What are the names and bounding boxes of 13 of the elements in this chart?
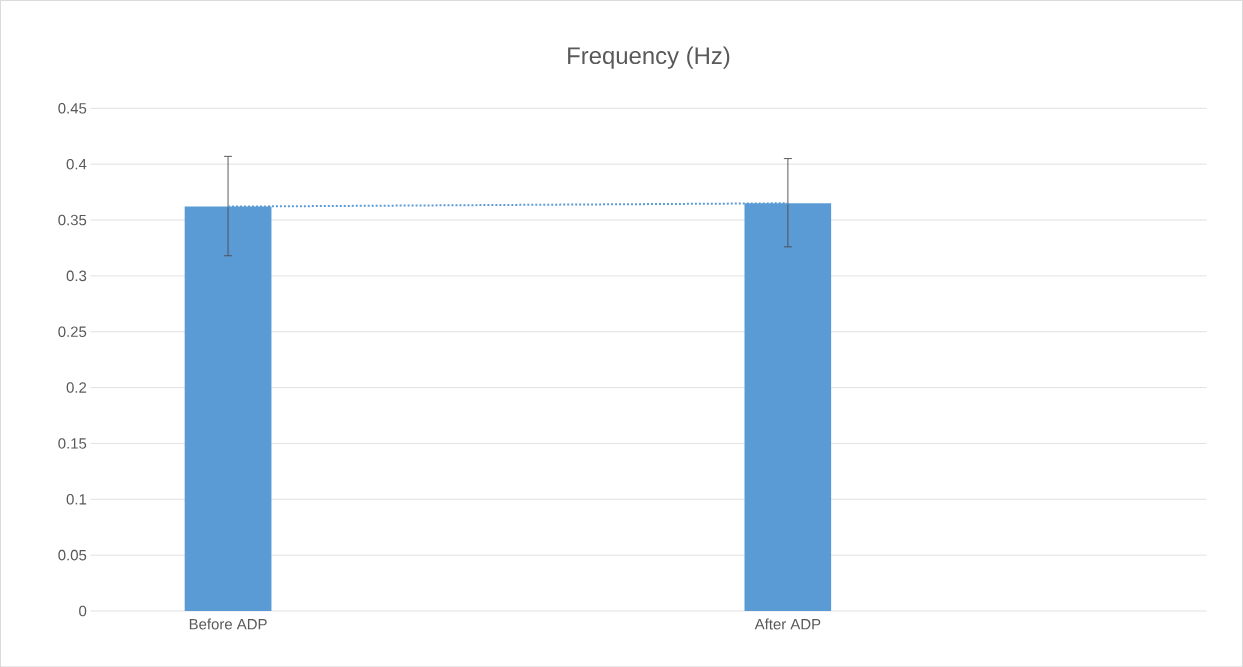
x-tick-label: Before ADP [189,618,267,630]
y-tick-label: 0.3 [66,270,87,281]
y-tick-label: 0.4 [66,158,87,170]
y-tick-label: 0.25 [58,326,87,337]
y-tick-label: 0.1 [66,493,87,505]
y-tick-label: 0.2 [66,382,87,393]
y-tick-label: 0.45 [58,102,87,114]
y-tick-label: 0 [79,605,87,617]
y-tick-label: 0.35 [58,214,87,226]
y-tick-label: 0.05 [58,549,87,561]
y-tick-label: 0.15 [58,437,87,449]
x-tick-label: After ADP [754,618,821,630]
chart-title: Frequency (Hz) [568,46,730,69]
